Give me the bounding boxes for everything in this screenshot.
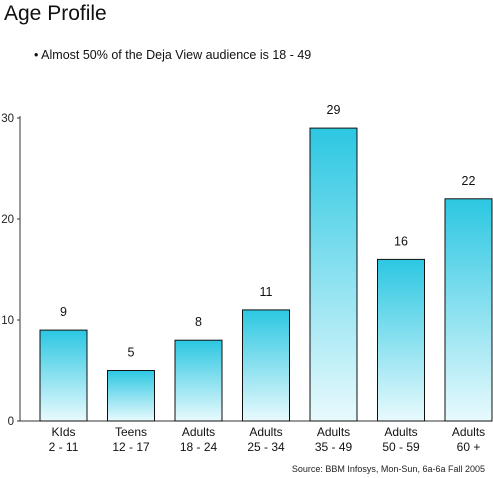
subtitle-text: Almost 50% of the Deja View audience is … (41, 48, 312, 62)
bar (39, 329, 88, 422)
chart-subtitle: • Almost 50% of the Deja View audience i… (34, 48, 312, 62)
bar (174, 339, 223, 422)
bar (242, 309, 290, 422)
y-tick-label: 30 (1, 113, 14, 125)
category-label: 50 - 59 (382, 440, 420, 454)
data-label: 16 (394, 234, 408, 248)
category-label: 35 - 49 (315, 440, 353, 454)
data-label: 11 (260, 285, 273, 299)
category-label: Adults (384, 425, 417, 439)
category-label: KIds (51, 425, 75, 439)
category-label: 2 - 11 (49, 440, 79, 454)
category-label: 12 - 17 (112, 440, 150, 454)
category-label: Adults (249, 425, 282, 439)
bar (377, 258, 425, 422)
chart-title: Age Profile (4, 2, 107, 25)
data-label: 8 (195, 315, 202, 329)
category-label: Teens (115, 425, 147, 439)
category-label: 25 - 34 (247, 440, 285, 454)
category-label: Adults (317, 425, 350, 439)
source-note: Source: BBM Infosys, Mon-Sun, 6a-6a Fall… (291, 464, 485, 474)
y-tick-label: 20 (1, 214, 14, 226)
bar (444, 198, 493, 422)
y-tick-label: 0 (8, 416, 14, 428)
category-label: Adults (182, 425, 215, 439)
category-label: 18 - 24 (180, 440, 218, 454)
y-tick-label: 10 (1, 315, 14, 327)
bar (107, 370, 155, 422)
data-label: 5 (128, 346, 135, 360)
category-label: Adults (452, 425, 485, 439)
category-label: 60 + (457, 440, 481, 454)
data-label: 22 (462, 174, 476, 188)
bar (309, 127, 358, 422)
data-label: 29 (327, 103, 341, 117)
data-label: 9 (60, 305, 67, 319)
